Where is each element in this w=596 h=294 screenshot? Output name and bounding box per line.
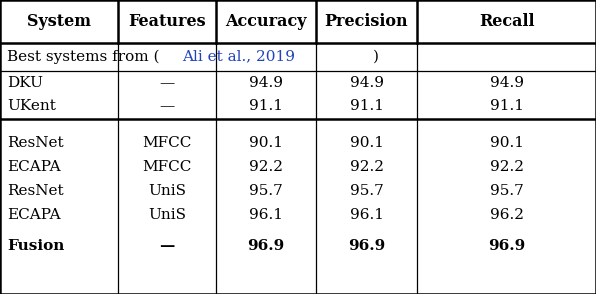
Text: 95.7: 95.7 [490, 184, 523, 198]
Text: 92.2: 92.2 [489, 160, 524, 174]
Text: 96.9: 96.9 [247, 239, 284, 253]
Text: 95.7: 95.7 [249, 184, 283, 198]
Text: DKU: DKU [7, 76, 43, 90]
Text: 90.1: 90.1 [489, 136, 524, 150]
Text: Accuracy: Accuracy [225, 13, 306, 30]
Text: 91.1: 91.1 [249, 99, 283, 113]
Text: —: — [159, 99, 175, 113]
Text: ResNet: ResNet [7, 136, 64, 150]
Text: 94.9: 94.9 [249, 76, 283, 90]
Text: UKent: UKent [7, 99, 56, 113]
Text: MFCC: MFCC [142, 160, 191, 174]
Text: 96.9: 96.9 [488, 239, 525, 253]
Text: 92.2: 92.2 [249, 160, 283, 174]
Text: 95.7: 95.7 [350, 184, 383, 198]
Text: Best systems from (: Best systems from ( [7, 49, 160, 64]
Text: Ali et al., 2019: Ali et al., 2019 [182, 49, 295, 64]
Text: Features: Features [128, 13, 206, 30]
Text: 94.9: 94.9 [489, 76, 524, 90]
Text: MFCC: MFCC [142, 136, 191, 150]
Text: 90.1: 90.1 [349, 136, 384, 150]
Text: 96.1: 96.1 [249, 208, 283, 222]
Text: UniS: UniS [148, 184, 186, 198]
Text: Recall: Recall [479, 13, 535, 30]
Text: 92.2: 92.2 [349, 160, 384, 174]
Text: System: System [27, 13, 91, 30]
Text: —: — [159, 239, 175, 253]
Text: 96.9: 96.9 [348, 239, 385, 253]
Text: ): ) [373, 49, 379, 64]
Text: 91.1: 91.1 [489, 99, 524, 113]
Text: ECAPA: ECAPA [7, 208, 61, 222]
Text: ECAPA: ECAPA [7, 160, 61, 174]
Text: ResNet: ResNet [7, 184, 64, 198]
Text: —: — [159, 76, 175, 90]
Text: UniS: UniS [148, 208, 186, 222]
Text: 91.1: 91.1 [349, 99, 384, 113]
Text: 96.1: 96.1 [349, 208, 384, 222]
Text: 96.2: 96.2 [489, 208, 524, 222]
Text: 90.1: 90.1 [249, 136, 283, 150]
Text: Fusion: Fusion [7, 239, 64, 253]
Text: 94.9: 94.9 [349, 76, 384, 90]
Text: Precision: Precision [325, 13, 408, 30]
